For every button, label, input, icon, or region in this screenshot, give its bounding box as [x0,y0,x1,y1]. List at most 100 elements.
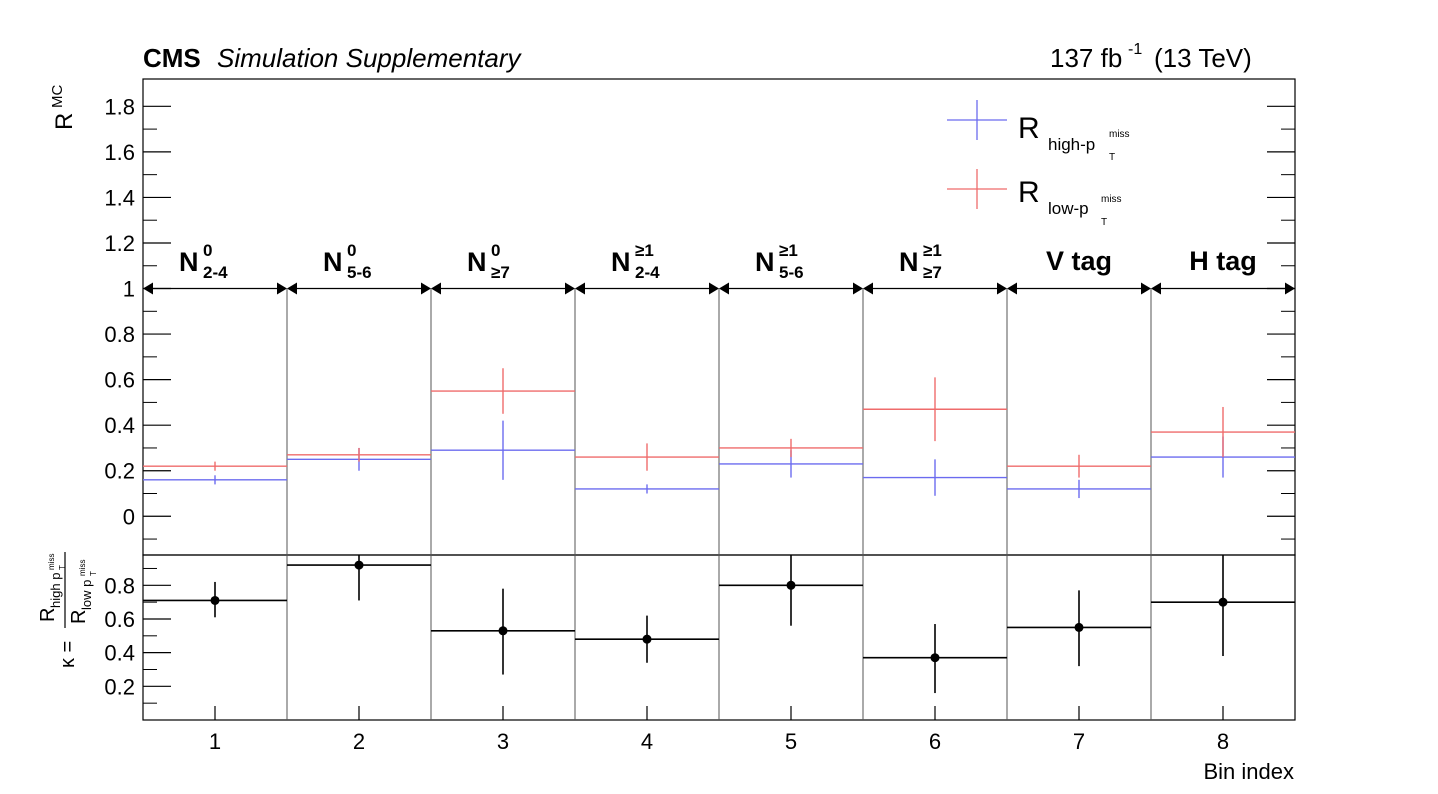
kappa-point [1218,597,1228,607]
ratio-numerator-sub-sup: miss [47,554,56,570]
legend-low-main: R [1018,176,1040,209]
kappa-label: κ = [57,641,79,668]
upper-y-tick-label: 0.6 [104,368,135,393]
category-label-sup: 0 [203,241,212,260]
lower-y-axis-title: κ = R high p T miss R low p T miss [37,552,98,668]
lower-y-tick-label: 0.6 [104,607,135,632]
upper-y-tick-label: 1.2 [104,231,135,256]
legend-low-sub: low-p [1048,199,1089,218]
kappa-point [786,580,796,590]
legend-low-subsup: miss [1101,194,1122,205]
ratio-denominator-sub-sub: T [89,571,98,576]
category-label-main: V tag [1046,246,1112,276]
x-tick-label: 2 [353,729,365,754]
category-arrowhead-right [277,282,287,295]
legend-high-subsub: T [1109,152,1115,163]
category-arrowhead-left [1151,282,1161,295]
category-label-sub: ≥7 [923,263,942,282]
upper-ylabel-sup: MC [49,85,66,108]
category-arrowhead-right [853,282,863,295]
category-label-sub: 2-4 [635,263,660,282]
category-label-sub: 5-6 [779,263,804,282]
category-arrowhead-right [1141,282,1151,295]
category-arrowhead-right [997,282,1007,295]
kappa-point [210,595,220,605]
category-arrowhead-left [431,282,441,295]
legend-high-sub: high-p [1048,135,1095,154]
legend-high-main: R [1018,112,1040,145]
category-label-main: N [179,247,199,277]
lower-y-tick-label: 0.4 [104,641,135,666]
ratio-denominator-sub: low p [79,580,94,610]
upper-ylabel-main: R [51,113,78,130]
ratio-numerator-sub: high p [48,573,63,608]
category-arrowhead-left [575,282,585,295]
category-label-sub: 5-6 [347,263,372,282]
category-arrowhead-left [863,282,873,295]
upper-y-tick-label: 1 [123,277,135,302]
x-axis-title: Bin index [1203,759,1294,784]
upper-y-tick-label: 1.8 [104,94,135,119]
kappa-point [1074,622,1084,632]
kappa-point [642,634,652,644]
x-tick-label: 3 [497,729,509,754]
category-label-sup: 0 [347,241,356,260]
kappa-points [143,555,1295,694]
lower-y-tick-label: 0.8 [104,573,135,598]
ratio-numerator: R [37,608,59,622]
category-arrowhead-left [1007,282,1017,295]
category-label-main: N [467,247,487,277]
lower-y-tick-label: 0.2 [104,674,135,699]
status-label: Simulation Supplementary [217,43,522,73]
category-annotations: N 02-4 N 05-6 N 0≥7 N ≥12-4 N ≥15-6 N ≥1≥7 V tag H ta… [143,241,1295,295]
kappa-point [354,560,364,570]
lumi-exponent: -1 [1128,41,1142,58]
category-arrowhead-right [1285,282,1295,295]
x-tick-label: 8 [1217,729,1229,754]
category-label-sup: ≥1 [779,241,798,260]
category-label-sup: ≥1 [635,241,654,260]
category-label-main: N [899,247,919,277]
upper-y-tick-label: 0 [123,504,135,529]
category-label-sub: ≥7 [491,263,510,282]
experiment-label: CMS [143,43,201,73]
upper-y-tick-label: 1.6 [104,140,135,165]
lower-axes: 0.2 0.4 0.6 0.8 1 2 3 4 5 6 7 8 [104,567,1229,754]
category-label-main: N [611,247,631,277]
upper-y-tick-label: 1.4 [104,185,135,210]
kappa-point [930,653,940,663]
legend-entry-high: R high-p miss T [947,100,1130,163]
category-label-main: N [323,247,343,277]
x-tick-label: 5 [785,729,797,754]
energy-label: (13 TeV) [1154,43,1252,73]
upper-y-axis-title: R MC [49,85,78,130]
x-tick-label: 7 [1073,729,1085,754]
category-label-main: H tag [1189,246,1257,276]
ratio-denominator-sub-sup: miss [78,560,87,576]
legend: R high-p miss T R low-p miss T [947,100,1130,228]
upper-axes: 0 0.2 0.4 0.6 0.8 1 1.2 1.4 1.6 1.8 [104,94,1295,540]
bin-separators [286,288,1152,720]
category-label-main: N [755,247,775,277]
x-tick-label: 6 [929,729,941,754]
category-arrowhead-left [143,282,153,295]
upper-y-tick-label: 0.2 [104,459,135,484]
legend-low-subsub: T [1101,217,1107,228]
upper-y-tick-label: 0.8 [104,322,135,347]
category-arrowhead-right [421,282,431,295]
category-label-sup: ≥1 [923,241,942,260]
ratio-denominator: R [68,610,90,624]
legend-entry-low: R low-p miss T [947,169,1122,228]
upper-y-tick-label: 0.4 [104,413,135,438]
category-label-sup: 0 [491,241,500,260]
category-arrowhead-left [719,282,729,295]
category-arrowhead-left [287,282,297,295]
lumi-label: 137 fb [1050,43,1122,73]
ratio-numerator-sub-sub: T [58,565,67,570]
category-arrowhead-right [709,282,719,295]
kappa-point [498,626,508,636]
category-label-sub: 2-4 [203,263,228,282]
legend-high-subsup: miss [1109,129,1130,140]
x-tick-label: 4 [641,729,653,754]
